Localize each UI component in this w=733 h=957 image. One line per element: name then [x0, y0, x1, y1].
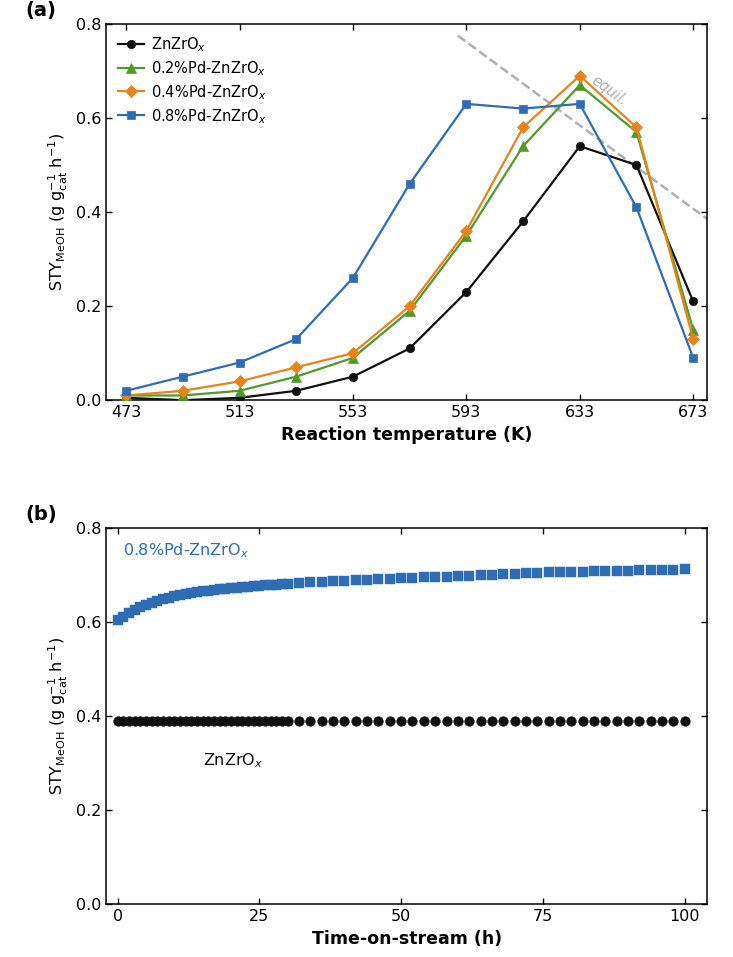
- 0.4%Pd-ZnZrO$_x$: [405, 300, 414, 312]
- 0.8%Pd-ZnZrO$_x$: [178, 371, 187, 383]
- 0.2%Pd-ZnZrO$_x$: [122, 389, 130, 401]
- Y-axis label: STY$_\mathregular{MeOH}$ (g g$_\mathregular{cat}^{-1}$ h$^{-1}$): STY$_\mathregular{MeOH}$ (g g$_\mathregu…: [47, 133, 70, 291]
- 0.8%Pd-ZnZrO$_x$: [632, 202, 641, 213]
- 0.2%Pd-ZnZrO$_x$: [349, 352, 358, 364]
- 0.2%Pd-ZnZrO$_x$: [178, 389, 187, 401]
- Line: 0.8%Pd-ZnZrO$_x$: 0.8%Pd-ZnZrO$_x$: [122, 100, 697, 395]
- ZnZrO$_x$: [632, 159, 641, 170]
- 0.8%Pd-ZnZrO$_x$: [405, 178, 414, 189]
- 0.4%Pd-ZnZrO$_x$: [575, 70, 584, 81]
- 0.4%Pd-ZnZrO$_x$: [462, 225, 471, 236]
- 0.2%Pd-ZnZrO$_x$: [462, 230, 471, 241]
- ZnZrO$_x$: [462, 286, 471, 298]
- 0.4%Pd-ZnZrO$_x$: [122, 389, 130, 401]
- 0.8%Pd-ZnZrO$_x$: [575, 99, 584, 110]
- 0.8%Pd-ZnZrO$_x$: [122, 385, 130, 396]
- 0.8%Pd-ZnZrO$_x$: [292, 333, 301, 345]
- ZnZrO$_x$: [122, 392, 130, 404]
- 0.4%Pd-ZnZrO$_x$: [292, 362, 301, 373]
- Text: ZnZrO$_x$: ZnZrO$_x$: [203, 751, 262, 770]
- Text: 0.8%Pd-ZnZrO$_x$: 0.8%Pd-ZnZrO$_x$: [123, 541, 249, 560]
- Text: equil.: equil.: [589, 74, 630, 109]
- 0.4%Pd-ZnZrO$_x$: [349, 347, 358, 359]
- ZnZrO$_x$: [519, 215, 528, 227]
- X-axis label: Reaction temperature (K): Reaction temperature (K): [281, 426, 532, 444]
- Line: 0.2%Pd-ZnZrO$_x$: 0.2%Pd-ZnZrO$_x$: [121, 80, 698, 400]
- 0.4%Pd-ZnZrO$_x$: [178, 385, 187, 396]
- 0.2%Pd-ZnZrO$_x$: [405, 305, 414, 317]
- 0.4%Pd-ZnZrO$_x$: [632, 122, 641, 133]
- ZnZrO$_x$: [405, 343, 414, 354]
- Text: (b): (b): [25, 505, 56, 524]
- 0.2%Pd-ZnZrO$_x$: [689, 323, 698, 335]
- Legend: ZnZrO$_x$, 0.2%Pd-ZnZrO$_x$, 0.4%Pd-ZnZrO$_x$, 0.8%Pd-ZnZrO$_x$: ZnZrO$_x$, 0.2%Pd-ZnZrO$_x$, 0.4%Pd-ZnZr…: [114, 32, 271, 130]
- ZnZrO$_x$: [292, 385, 301, 396]
- Text: (a): (a): [25, 1, 56, 20]
- 0.8%Pd-ZnZrO$_x$: [519, 102, 528, 114]
- 0.4%Pd-ZnZrO$_x$: [689, 333, 698, 345]
- Y-axis label: STY$_\mathregular{MeOH}$ (g g$_\mathregular{cat}^{-1}$ h$^{-1}$): STY$_\mathregular{MeOH}$ (g g$_\mathregu…: [47, 637, 70, 795]
- 0.2%Pd-ZnZrO$_x$: [575, 79, 584, 91]
- ZnZrO$_x$: [178, 394, 187, 406]
- ZnZrO$_x$: [235, 392, 244, 404]
- 0.8%Pd-ZnZrO$_x$: [235, 357, 244, 368]
- Line: ZnZrO$_x$: ZnZrO$_x$: [122, 142, 697, 405]
- 0.8%Pd-ZnZrO$_x$: [349, 272, 358, 283]
- X-axis label: Time-on-stream (h): Time-on-stream (h): [312, 930, 502, 947]
- Line: 0.4%Pd-ZnZrO$_x$: 0.4%Pd-ZnZrO$_x$: [122, 72, 697, 400]
- 0.8%Pd-ZnZrO$_x$: [689, 352, 698, 364]
- 0.2%Pd-ZnZrO$_x$: [519, 141, 528, 152]
- 0.4%Pd-ZnZrO$_x$: [235, 376, 244, 388]
- ZnZrO$_x$: [575, 141, 584, 152]
- 0.2%Pd-ZnZrO$_x$: [235, 385, 244, 396]
- 0.4%Pd-ZnZrO$_x$: [519, 122, 528, 133]
- 0.8%Pd-ZnZrO$_x$: [462, 99, 471, 110]
- ZnZrO$_x$: [689, 296, 698, 307]
- ZnZrO$_x$: [349, 371, 358, 383]
- 0.2%Pd-ZnZrO$_x$: [632, 126, 641, 138]
- 0.2%Pd-ZnZrO$_x$: [292, 371, 301, 383]
